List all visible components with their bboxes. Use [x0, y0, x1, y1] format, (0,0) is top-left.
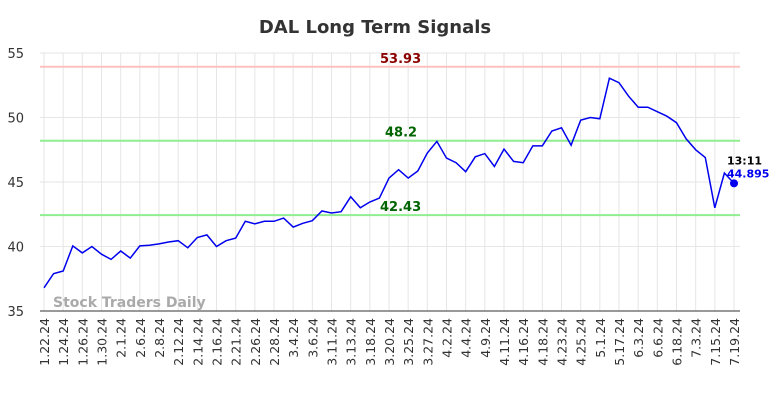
x-tick-label: 3.18.24 — [363, 318, 378, 366]
x-tick-label: 3.25.24 — [401, 318, 416, 366]
signal-label: 53.93 — [380, 52, 421, 67]
x-tick-label: 1.30.24 — [95, 318, 110, 366]
x-tick-label: 4.9.24 — [478, 318, 493, 358]
signal-label: 48.2 — [385, 126, 417, 141]
x-tick-label: 6.6.24 — [650, 318, 665, 358]
x-tick-label: 1.26.24 — [75, 318, 90, 366]
x-tick-label: 3.11.24 — [325, 318, 340, 366]
x-tick-label: 4.2.24 — [440, 318, 455, 358]
x-tick-label: 3.27.24 — [420, 318, 435, 366]
y-tick-label: 55 — [7, 47, 24, 62]
x-tick-label: 4.18.24 — [535, 318, 550, 366]
x-tick-label: 3.20.24 — [382, 318, 397, 366]
x-tick-label: 7.15.24 — [708, 318, 723, 366]
x-tick-label: 6.18.24 — [670, 318, 685, 366]
x-tick-label: 4.16.24 — [516, 318, 531, 366]
x-tick-label: 4.25.24 — [574, 318, 589, 366]
x-tick-label: 3.13.24 — [344, 318, 359, 366]
x-tick-label: 4.4.24 — [459, 318, 474, 358]
x-tick-label: 1.22.24 — [37, 318, 52, 366]
x-tick-label: 2.6.24 — [133, 318, 148, 358]
x-tick-label: 5.17.24 — [612, 318, 627, 366]
y-tick-label: 35 — [7, 305, 24, 320]
x-tick-label: 2.28.24 — [267, 318, 282, 366]
x-tick-label: 4.23.24 — [555, 318, 570, 366]
last-time: 13:11 — [727, 154, 762, 167]
y-tick-label: 50 — [7, 112, 24, 127]
x-tick-label: 2.21.24 — [229, 318, 244, 366]
chart-title: DAL Long Term Signals — [259, 17, 491, 38]
watermark: Stock Traders Daily — [53, 295, 206, 311]
x-tick-label: 6.3.24 — [631, 318, 646, 358]
x-tick-label: 7.3.24 — [689, 318, 704, 358]
x-tick-label: 7.19.24 — [727, 318, 742, 366]
y-tick-label: 40 — [7, 241, 24, 256]
x-tick-label: 2.16.24 — [210, 318, 225, 366]
x-tick-label: 2.14.24 — [190, 318, 205, 366]
x-tick-label: 4.11.24 — [497, 318, 512, 366]
signal-label: 42.43 — [380, 200, 421, 215]
last-value: 44.895 — [727, 167, 769, 180]
y-tick-label: 45 — [7, 176, 24, 191]
x-tick-label: 2.1.24 — [114, 318, 129, 358]
price-line — [43, 77, 735, 289]
x-tick-label: 5.1.24 — [593, 318, 608, 358]
x-tick-label: 1.24.24 — [56, 318, 71, 366]
x-tick-label: 3.4.24 — [286, 318, 301, 358]
x-tick-label: 2.8.24 — [152, 318, 167, 358]
x-tick-label: 2.26.24 — [248, 318, 263, 366]
x-tick-label: 2.12.24 — [171, 318, 186, 366]
last-point — [730, 179, 738, 188]
x-tick-label: 3.6.24 — [305, 318, 320, 358]
